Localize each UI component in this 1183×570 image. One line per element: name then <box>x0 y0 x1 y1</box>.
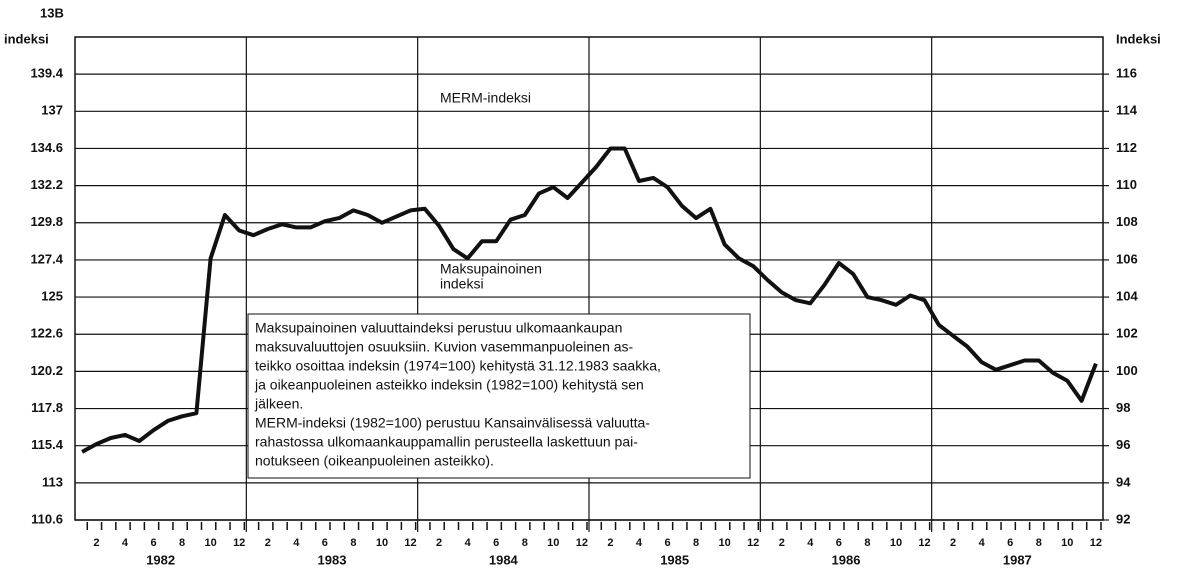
note-line: teikko osoittaa indeksin (1974=100) kehi… <box>255 358 661 374</box>
x-tick-label: 4 <box>465 537 472 549</box>
x-tick-label: 2 <box>607 537 613 549</box>
y2-tick-label: 100 <box>1116 363 1138 378</box>
y2-tick-label: 116 <box>1116 66 1137 81</box>
x-tick-label: 2 <box>950 537 956 549</box>
note-line: ja oikeanpuoleinen asteikko indeksin (19… <box>254 377 644 393</box>
corner-label: 13B <box>40 5 64 20</box>
y2-tick-label: 106 <box>1116 251 1138 266</box>
y-tick-label: 139.4 <box>30 66 63 81</box>
note-line: jälkeen. <box>254 396 303 412</box>
year-label: 1984 <box>489 552 519 567</box>
x-tick-label: 12 <box>1090 537 1102 549</box>
note-line: notukseen (oikeanpuoleinen asteikko). <box>255 453 494 469</box>
x-tick-label: 12 <box>918 537 930 549</box>
y2-tick-label: 114 <box>1116 103 1138 118</box>
y2-tick-label: 110 <box>1116 177 1137 192</box>
y2-tick-label: 98 <box>1116 400 1130 415</box>
x-tick-label: 10 <box>547 537 559 549</box>
year-label: 1982 <box>146 552 175 567</box>
x-tick-label: 4 <box>122 537 129 549</box>
y2-tick-label: 112 <box>1116 140 1137 155</box>
note-box <box>247 313 751 479</box>
y2-tick-label: 92 <box>1116 511 1130 526</box>
annotation: indeksi <box>440 276 484 292</box>
y2-tick-label: 108 <box>1116 214 1138 229</box>
x-tick-label: 6 <box>836 537 842 549</box>
y-axis-label: indeksi <box>4 31 49 46</box>
y-tick-label: 113 <box>42 474 63 489</box>
year-label: 1986 <box>832 552 861 567</box>
x-tick-label: 12 <box>233 537 245 549</box>
y-tick-label: 129.8 <box>30 214 63 229</box>
x-tick-label: 10 <box>376 537 388 549</box>
annotation: Maksupainoinen <box>440 261 542 277</box>
x-tick-label: 8 <box>179 537 185 549</box>
x-tick-label: 10 <box>1061 537 1073 549</box>
x-tick-label: 6 <box>150 537 156 549</box>
x-tick-label: 6 <box>1007 537 1013 549</box>
x-tick-label: 6 <box>664 537 670 549</box>
y2-tick-label: 96 <box>1116 437 1130 452</box>
x-tick-label: 10 <box>719 537 731 549</box>
x-tick-label: 4 <box>293 537 300 549</box>
x-tick-label: 6 <box>322 537 328 549</box>
y-tick-label: 127.4 <box>30 251 63 266</box>
y2-tick-label: 102 <box>1116 326 1138 341</box>
y-tick-label: 117.8 <box>31 400 63 415</box>
data-line <box>81 146 1098 454</box>
year-label: 1985 <box>660 552 689 567</box>
y-tick-label: 137 <box>41 103 63 118</box>
x-tick-label: 8 <box>1036 537 1042 549</box>
y-tick-label: 132.2 <box>30 177 63 192</box>
note-line: MERM-indeksi (1982=100) perustuu Kansain… <box>255 415 650 431</box>
x-tick-label: 2 <box>93 537 99 549</box>
x-tick-label: 8 <box>522 537 528 549</box>
annotation: MERM-indeksi <box>440 90 531 106</box>
x-tick-label: 8 <box>693 537 699 549</box>
y-tick-label: 110.6 <box>31 511 63 526</box>
x-tick-label: 8 <box>350 537 356 549</box>
y-tick-label: 115.4 <box>31 437 64 452</box>
y-tick-label: 122.6 <box>30 326 63 341</box>
x-tick-label: 4 <box>979 537 986 549</box>
x-tick-label: 12 <box>404 537 416 549</box>
x-tick-label: 12 <box>576 537 588 549</box>
x-tick-label: 4 <box>807 537 814 549</box>
year-label: 1983 <box>318 552 347 567</box>
y2-tick-label: 94 <box>1116 474 1131 489</box>
x-tick-label: 8 <box>864 537 870 549</box>
y2-axis-label: Indeksi <box>1116 31 1161 46</box>
note-line: rahastossa ulkomaankauppamallin perustee… <box>255 434 638 450</box>
year-label: 1987 <box>1003 552 1032 567</box>
x-tick-label: 10 <box>890 537 902 549</box>
x-tick-label: 2 <box>265 537 271 549</box>
x-tick-label: 2 <box>779 537 785 549</box>
x-tick-label: 6 <box>493 537 499 549</box>
y-tick-label: 120.2 <box>30 363 63 378</box>
x-tick-label: 4 <box>636 537 643 549</box>
y2-tick-label: 104 <box>1116 289 1138 304</box>
x-tick-label: 2 <box>436 537 442 549</box>
y-tick-label: 134.6 <box>30 140 63 155</box>
x-tick-label: 12 <box>747 537 759 549</box>
note-line: Maksupainoinen valuuttaindeksi perustuu … <box>255 320 622 336</box>
x-tick-label: 10 <box>205 537 217 549</box>
y-tick-label: 125 <box>41 289 63 304</box>
note-line: maksuvaluuttojen osuuksiin. Kuvion vasem… <box>255 339 634 355</box>
